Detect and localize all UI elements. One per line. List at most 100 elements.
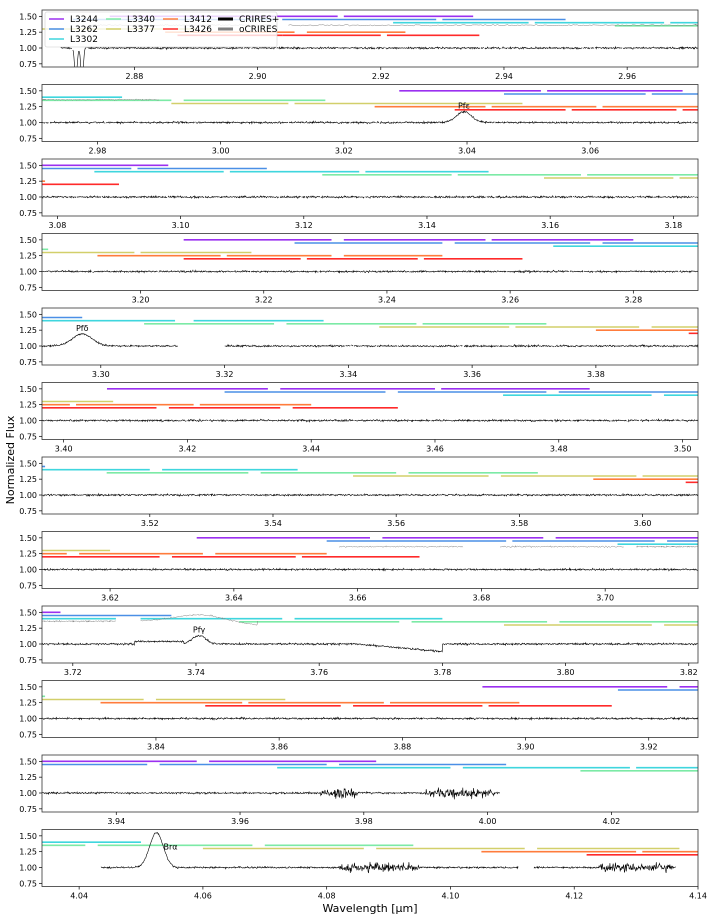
x-tick-label: 3.08: [48, 221, 66, 230]
ocrires-spectrum: [636, 546, 698, 548]
y-tick-label: 1.50: [19, 459, 37, 468]
x-tick-label: 4.10: [442, 892, 460, 901]
plot-area: [42, 832, 698, 873]
plot-area: [42, 91, 698, 124]
x-tick-label: 4.04: [70, 892, 88, 901]
x-tick-label: 3.46: [426, 445, 444, 454]
x-tick-label: 3.02: [335, 147, 353, 156]
x-tick-label: 3.04: [458, 147, 476, 156]
x-tick-label: 2.88: [125, 72, 143, 81]
y-tick-label: 0.75: [19, 656, 37, 665]
x-tick-label: 3.40: [55, 445, 73, 454]
crires-spectrum: [42, 635, 698, 652]
y-tick-label: 1.25: [19, 401, 37, 410]
x-tick-label: 3.00: [212, 147, 230, 156]
y-tick-label: 1.00: [19, 715, 37, 724]
y-tick-label: 0.75: [19, 730, 37, 739]
y-tick-label: 1.00: [19, 193, 37, 202]
x-tick-label: 3.34: [339, 370, 357, 379]
y-tick-label: 0.75: [19, 879, 37, 888]
crires-spectrum: [42, 419, 698, 422]
legend-label: L3244: [70, 15, 98, 25]
legend-label: L3377: [127, 25, 155, 35]
y-tick-label: 0.75: [19, 209, 37, 218]
x-tick-label: 4.08: [318, 892, 336, 901]
y-tick-label: 1.25: [19, 550, 37, 559]
y-tick-label: 1.00: [19, 864, 37, 873]
y-tick-label: 1.25: [19, 252, 37, 261]
x-tick-label: 2.94: [495, 72, 513, 81]
crires-spectrum: [42, 717, 698, 720]
x-tick-label: 3.84: [147, 743, 165, 752]
plot-area: [42, 389, 698, 422]
x-tick-label: 3.20: [132, 296, 150, 305]
x-tick-label: 3.38: [587, 370, 605, 379]
x-tick-label: 3.12: [295, 221, 313, 230]
x-tick-label: 3.82: [680, 668, 698, 677]
x-tick-label: 3.22: [255, 296, 273, 305]
x-tick-label: 3.92: [640, 743, 658, 752]
crires-spectrum: [42, 494, 698, 497]
x-tick-label: 3.30: [92, 370, 110, 379]
y-tick-label: 1.00: [19, 491, 37, 500]
legend-label: oCRIRES: [239, 25, 278, 35]
axes-frame: [42, 606, 698, 663]
x-tick-label: 3.78: [433, 668, 451, 677]
legend-label: L3262: [70, 25, 98, 35]
x-tick-label: 3.86: [270, 743, 288, 752]
x-tick-label: 3.52: [141, 519, 159, 528]
y-tick-label: 1.00: [19, 789, 37, 798]
y-tick-label: 0.75: [19, 507, 37, 516]
y-tick-label: 0.75: [19, 805, 37, 814]
x-axis-label: Wavelength [μm]: [322, 902, 417, 915]
x-tick-label: 4.02: [602, 817, 620, 826]
x-tick-label: 3.36: [463, 370, 481, 379]
x-tick-label: 3.98: [355, 817, 373, 826]
y-tick-label: 1.50: [19, 12, 37, 21]
x-tick-label: 3.42: [179, 445, 197, 454]
x-tick-label: 3.58: [510, 519, 528, 528]
crires-spectrum: [61, 47, 698, 69]
x-tick-label: 3.44: [302, 445, 320, 454]
x-tick-label: 4.06: [194, 892, 212, 901]
line-annotation: Pfε: [458, 102, 470, 111]
legend-label: CRIRES+: [239, 15, 279, 25]
y-tick-label: 1.50: [19, 161, 37, 170]
x-tick-label: 3.18: [664, 221, 682, 230]
line-annotation: Pfδ: [76, 324, 89, 333]
axes-frame: [42, 755, 698, 812]
axes-frame: [42, 159, 698, 216]
x-tick-label: 3.72: [64, 668, 82, 677]
y-tick-label: 0.75: [19, 134, 37, 143]
x-tick-label: 3.28: [624, 296, 642, 305]
crires-spectrum: [42, 111, 698, 124]
x-tick-label: 3.56: [387, 519, 405, 528]
plot-area: [42, 612, 698, 652]
plot-area: [42, 240, 698, 273]
y-tick-label: 1.25: [19, 848, 37, 857]
x-tick-label: 3.62: [101, 594, 119, 603]
y-tick-label: 1.50: [19, 608, 37, 617]
legend-label: L3302: [70, 35, 98, 45]
y-tick-label: 1.25: [19, 699, 37, 708]
line-annotation: Brα: [163, 843, 177, 852]
crires-spectrum: [42, 788, 500, 800]
y-tick-label: 1.50: [19, 832, 37, 841]
x-tick-label: 3.66: [349, 594, 367, 603]
x-tick-label: 3.90: [517, 743, 535, 752]
x-tick-label: 3.60: [634, 519, 652, 528]
y-tick-label: 0.75: [19, 283, 37, 292]
x-tick-label: 3.14: [418, 221, 436, 230]
x-tick-label: 3.80: [557, 668, 575, 677]
y-tick-label: 1.00: [19, 119, 37, 128]
x-tick-label: 2.96: [618, 72, 636, 81]
y-tick-label: 1.00: [19, 566, 37, 575]
x-tick-label: 2.90: [249, 72, 267, 81]
